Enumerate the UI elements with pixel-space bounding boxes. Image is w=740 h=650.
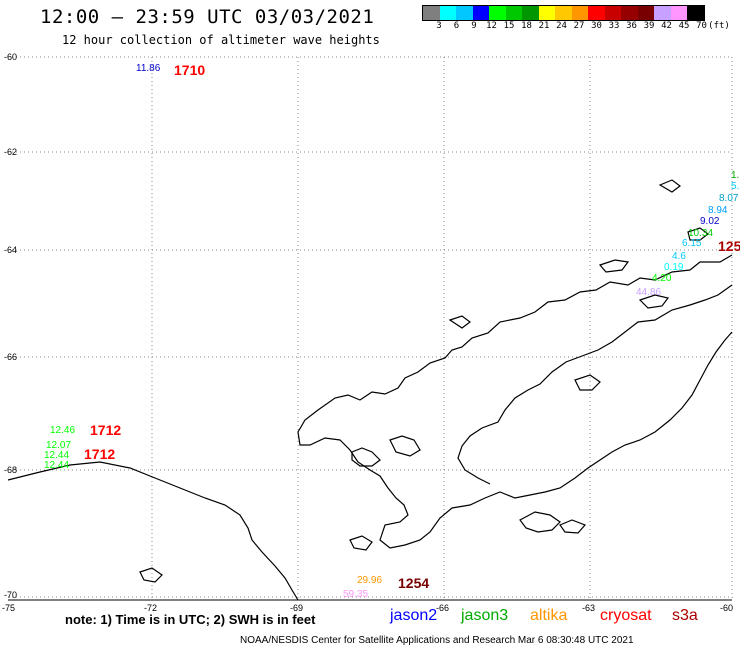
- wave-height-label: 4.20: [652, 273, 672, 284]
- lat-label: -60: [4, 52, 18, 62]
- lon-label: -72: [144, 603, 158, 613]
- wave-height-label: 12.46: [50, 425, 76, 436]
- wave-height-label: 6.15: [682, 238, 702, 249]
- color-scale-ticks: 3 6 9 12 15 18 21 24 27 30 33 36 39 42 45 70 (ft): [422, 21, 740, 33]
- lat-label: -70: [4, 590, 18, 600]
- color-scale-tick: 70: [696, 21, 707, 31]
- island-9: [574, 374, 601, 391]
- lon-label: -60: [720, 603, 734, 613]
- inner-coast: [457, 284, 733, 485]
- color-scale-tick: 6: [453, 21, 460, 31]
- color-scale-tick: 12: [486, 21, 497, 31]
- island-7: [658, 179, 681, 193]
- wave-height-label: 12.44: [44, 450, 70, 461]
- island-6: [598, 259, 630, 273]
- satellite-legend-item: s3a: [672, 607, 698, 624]
- color-scale-tick: 39: [643, 21, 655, 31]
- color-scale-cell: [505, 6, 522, 20]
- island-4: [559, 519, 587, 534]
- color-scale-cell: [654, 6, 671, 20]
- color-scale-cell: [588, 6, 605, 20]
- wave-height-label: 4.6: [672, 251, 686, 262]
- wave-height-label: 12.07: [46, 440, 72, 451]
- wave-height-label: 12.44: [44, 460, 70, 471]
- color-scale-tick: 15: [503, 21, 515, 31]
- color-scale-cell: [472, 6, 489, 20]
- footer-note: note: 1) Time is in UTC; 2) SWH is in fe…: [65, 612, 316, 627]
- lat-label: -64: [4, 245, 18, 255]
- color-scale-tick: 3: [436, 21, 442, 31]
- color-scale-tick: 18: [521, 21, 532, 31]
- lon-label: -66: [436, 603, 450, 613]
- color-scale-cell: [423, 6, 440, 20]
- color-scale-cell: [670, 6, 687, 20]
- map-title: 12:00 — 23:59 UTC 03/03/2021: [40, 6, 375, 28]
- lower-coast: [7, 461, 299, 601]
- color-scale-tick: 33: [608, 21, 620, 31]
- color-scale-cell: [522, 6, 539, 20]
- wave-height-label: 1254: [398, 575, 430, 591]
- color-scale-tick: 30: [591, 21, 602, 31]
- color-scale-tick: (ft): [708, 21, 730, 31]
- wave-height-label: 0.19: [664, 262, 684, 273]
- wave-height-label: 1.: [731, 170, 740, 181]
- wave-height-label: 44.86: [636, 287, 662, 298]
- satellite-legend-item: jason2: [390, 607, 438, 624]
- wave-height-label: 5.: [731, 181, 740, 192]
- island-11: [139, 567, 163, 583]
- wave-height-label: 1712: [90, 422, 122, 438]
- color-scale-tick: 36: [626, 21, 637, 31]
- color-scale-tick: 27: [573, 21, 585, 31]
- wave-height-label: 125: [718, 238, 740, 254]
- color-scale-cell: [687, 6, 704, 20]
- color-scale-tick: 42: [661, 21, 672, 31]
- color-scale-cell: [456, 6, 473, 20]
- island-8: [687, 227, 709, 241]
- satellite-legend-item: altika: [530, 607, 568, 624]
- lat-label: -68: [4, 465, 18, 475]
- peninsula-coast: [297, 254, 733, 549]
- wave-height-label: 8.07: [719, 193, 739, 204]
- wave-height-label: 1710: [174, 62, 206, 78]
- wave-height-label: 29.96: [357, 575, 383, 586]
- satellite-legend-item: jason3: [461, 607, 509, 624]
- wave-height-label: 8.94: [708, 205, 728, 216]
- wave-height-label: 10.34: [688, 228, 714, 239]
- color-scale-tick: 24: [556, 21, 567, 31]
- color-scale-cell: [604, 6, 621, 20]
- coastline: [7, 179, 733, 601]
- island-5: [638, 294, 670, 309]
- lon-label: -63: [582, 603, 596, 613]
- lat-label: -62: [4, 147, 18, 157]
- color-scale-tick: 21: [538, 21, 550, 31]
- color-scale-cell: [621, 6, 638, 20]
- color-scale-cell: [555, 6, 572, 20]
- lon-label: -75: [2, 603, 16, 613]
- wave-height-label: 1712: [84, 446, 116, 462]
- satellite-legend-item: cryosat: [600, 607, 652, 624]
- color-scale-cell: [538, 6, 555, 20]
- wave-height-label: 11.86: [136, 63, 161, 74]
- color-scale-cell: [489, 6, 506, 20]
- lat-lon-grid: [8, 56, 733, 600]
- island-2: [389, 435, 421, 457]
- lat-label: -66: [4, 352, 18, 362]
- color-scale-bar: [422, 5, 705, 21]
- island-10: [448, 315, 471, 329]
- island-1: [351, 447, 381, 467]
- wave-height-label: 59.35: [343, 589, 369, 600]
- island-12: [349, 535, 373, 551]
- color-scale-tick: 45: [678, 21, 690, 31]
- color-scale-tick: 9: [471, 21, 477, 31]
- map-subtitle: 12 hour collection of altimeter wave hei…: [62, 33, 380, 47]
- wave-height-label: 9.02: [700, 216, 720, 227]
- credit-line: NOAA/NESDIS Center for Satellite Applica…: [240, 635, 634, 646]
- color-scale-cell: [439, 6, 456, 20]
- color-scale-cell: [637, 6, 654, 20]
- color-scale-cell: [571, 6, 588, 20]
- island-3: [519, 511, 561, 533]
- lon-label: -69: [290, 603, 304, 613]
